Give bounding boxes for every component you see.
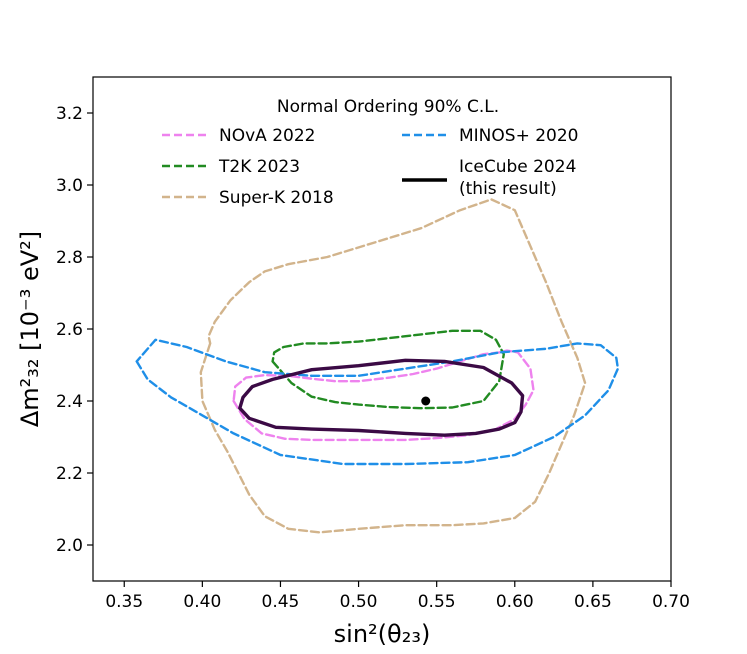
plot-frame — [92, 76, 672, 582]
y-tick-label: 3.2 — [56, 104, 83, 124]
y-tick-label: 2.6 — [56, 320, 83, 340]
y-tick-label: 2.2 — [56, 464, 83, 484]
x-axis-label: sin²(θ₂₃) — [334, 620, 431, 648]
legend-title: Normal Ordering 90% C.L. — [277, 97, 499, 117]
best-fit-point — [421, 396, 431, 406]
x-tick-label: 0.50 — [340, 592, 378, 612]
x-tick-label: 0.45 — [262, 592, 300, 612]
x-tick-label: 0.35 — [105, 592, 143, 612]
contour-minos-2020 — [135, 338, 620, 466]
legend-label-icecube: IceCube 2024 (this result) — [459, 157, 576, 199]
plot-marks — [135, 198, 620, 534]
x-tick-label: 0.40 — [183, 592, 221, 612]
legend-label-nova: NOvA 2022 — [219, 126, 315, 146]
y-tick-label: 3.0 — [56, 176, 83, 196]
legend-label-superk: Super-K 2018 — [219, 188, 334, 208]
x-tick-label: 0.55 — [418, 592, 456, 612]
contour-t2k-2023 — [271, 329, 505, 410]
y-tick-label: 2.0 — [56, 536, 83, 556]
x-tick-label: 0.70 — [652, 592, 690, 612]
contour-super-k-2018 — [199, 198, 587, 534]
legend-label-t2k: T2K 2023 — [218, 157, 300, 177]
legend-label-minos: MINOS+ 2020 — [459, 126, 578, 146]
legend: Normal Ordering 90% C.L. NOvA 2022 T2K 2… — [162, 97, 578, 208]
contour-nova-2022 — [232, 349, 535, 442]
contour-icecube-2024-this-result — [238, 358, 525, 437]
x-axis: 0.35 0.40 0.45 0.50 0.55 0.60 0.65 0.70 — [105, 581, 690, 612]
x-tick-label: 0.60 — [496, 592, 534, 612]
y-axis-label: Δm²₃₂ [10⁻³ eV²] — [16, 231, 44, 427]
x-tick-label: 0.65 — [574, 592, 612, 612]
y-tick-label: 2.8 — [56, 248, 83, 268]
y-axis: 2.0 2.2 2.4 2.6 2.8 3.0 3.2 — [56, 104, 93, 556]
y-tick-label: 2.4 — [56, 392, 83, 412]
